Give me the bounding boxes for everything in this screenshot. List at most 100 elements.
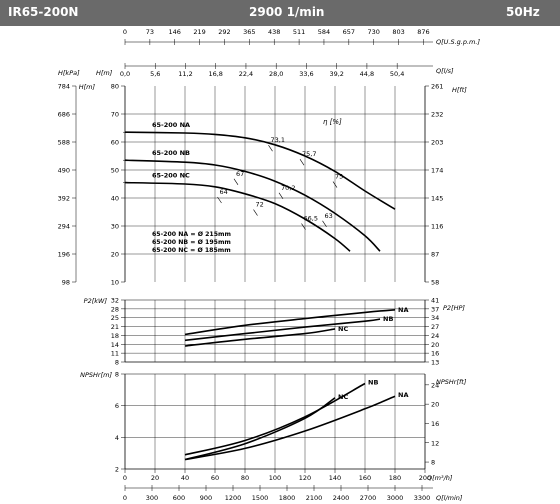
power-left-tick-label: 21 <box>111 323 119 331</box>
efficiency-label: 67 <box>236 170 244 178</box>
npsh-curve-label: NB <box>368 379 378 387</box>
head-left-tick-label: 70 <box>111 111 119 119</box>
power-left-tick-label: 25 <box>111 314 119 322</box>
usgpm-tick-label: 0 <box>123 28 127 36</box>
efficiency-mark <box>322 220 327 227</box>
head-left-tick-label: 50 <box>111 167 119 175</box>
head-right-tick-label: 58 <box>431 279 439 287</box>
power-curve-nb <box>184 318 381 342</box>
ls-tick-label: 50,4 <box>390 70 404 78</box>
head-left-axis-label-top: H[m] <box>96 69 113 77</box>
usgpm-tick-label: 584 <box>318 28 330 36</box>
efficiency-label: 75,7 <box>302 150 316 158</box>
power-left-tick-label: 14 <box>111 341 119 349</box>
efficiency-mark <box>253 209 258 216</box>
m3h-tick-label: 0 <box>123 474 127 482</box>
lmin-tick-label: 600 <box>173 494 185 502</box>
head-curve-label: 65-200 NA <box>152 121 190 129</box>
efficiency-label: 75 <box>335 173 343 181</box>
head-right-tick-label: 174 <box>431 167 443 175</box>
efficiency-label: 72 <box>256 201 264 209</box>
power-curve-label: NA <box>398 306 408 314</box>
head-right-tick-label: 116 <box>431 223 443 231</box>
impeller-diameter-label: 65-200 NA = Ø 215mm <box>152 230 231 238</box>
head-left-tick-label: 80 <box>111 83 119 91</box>
npsh-right-tick-label: 20 <box>431 401 439 409</box>
usgpm-tick-label: 292 <box>218 28 230 36</box>
power-right-tick-label: 34 <box>431 314 439 322</box>
head-right-tick-label: 261 <box>431 83 443 91</box>
npsh-right-axis-label: NPSHr[ft] <box>436 378 467 386</box>
lmin-axis-label: Q[l/min] <box>436 494 463 502</box>
model-title: IR65-200N <box>8 5 79 19</box>
lmin-tick-label: 1800 <box>279 494 296 502</box>
m3h-tick-label: 60 <box>211 474 219 482</box>
power-right-tick-label: 41 <box>431 297 439 305</box>
head-left-axis-2-label: H[kPa] <box>58 69 80 77</box>
ls-tick-label: 5,6 <box>150 70 160 78</box>
efficiency-mark <box>332 181 338 188</box>
ls-axis-label: Q[l/s] <box>436 67 454 75</box>
head-curve-label: 65-200 NB <box>152 149 190 157</box>
m3h-tick-label: 140 <box>329 474 341 482</box>
power-curve-na <box>184 309 396 336</box>
m3h-tick-label: 80 <box>241 474 249 482</box>
npsh-right-tick-label: 8 <box>431 459 435 467</box>
npsh-left-tick-label: 2 <box>115 466 119 474</box>
lmin-tick-label: 2100 <box>306 494 323 502</box>
ls-tick-label: 44,8 <box>360 70 374 78</box>
efficiency-label: 73,1 <box>271 136 285 144</box>
ls-tick-label: 0,0 <box>120 70 130 78</box>
npsh-left-tick-label: 4 <box>115 434 119 442</box>
npsh-right-tick-label: 24 <box>431 381 439 389</box>
ls-tick-label: 28,0 <box>269 70 283 78</box>
m3h-tick-label: 160 <box>359 474 371 482</box>
usgpm-tick-label: 146 <box>169 28 181 36</box>
head-right-tick-label: 203 <box>431 139 443 147</box>
ls-tick-label: 16,8 <box>208 70 222 78</box>
npsh-right-tick-label: 16 <box>431 420 439 428</box>
npsh-left-tick-label: 8 <box>115 371 119 379</box>
m3h-tick-label: 180 <box>389 474 401 482</box>
npsh-right-tick-label: 12 <box>431 439 439 447</box>
impeller-diameter-label: 65-200 NC = Ø 185mm <box>152 246 231 254</box>
m3h-tick-label: 120 <box>299 474 311 482</box>
m3h-tick-label: 200 <box>419 474 431 482</box>
lmin-tick-label: 1200 <box>225 494 242 502</box>
m3h-axis-label: Q[m³/h] <box>427 474 453 482</box>
usgpm-tick-label: 438 <box>268 28 280 36</box>
power-curve-label: NC <box>338 325 348 333</box>
npsh-curve-nb <box>184 382 366 456</box>
power-curve-label: NB <box>383 315 393 323</box>
power-right-tick-label: 13 <box>431 359 439 367</box>
lmin-tick-label: 0 <box>123 494 127 502</box>
power-curve-nc <box>184 328 336 347</box>
usgpm-tick-label: 876 <box>417 28 429 36</box>
efficiency-label: 70,2 <box>281 184 295 192</box>
head-curve-65-200-na <box>124 131 396 210</box>
head-curve-65-200-nb <box>124 159 381 252</box>
head-right-tick-label: 145 <box>431 195 443 203</box>
lmin-tick-label: 3300 <box>414 494 431 502</box>
head-left-tick-2-label: 784 <box>58 83 70 91</box>
power-left-tick-label: 32 <box>111 297 119 305</box>
power-left-tick-label: 28 <box>111 305 119 313</box>
efficiency-label: 63 <box>325 212 333 220</box>
ls-tick-label: 39,2 <box>329 70 343 78</box>
head-left-tick-label: 30 <box>111 223 119 231</box>
head-left-tick-2-label: 686 <box>58 111 70 119</box>
power-left-tick-label: 8 <box>115 359 119 367</box>
usgpm-tick-label: 365 <box>243 28 255 36</box>
efficiency-label: 64 <box>220 188 228 196</box>
npsh-curve-nc <box>184 397 336 461</box>
efficiency-mark <box>278 192 284 199</box>
efficiency-mark <box>299 159 305 166</box>
lmin-tick-label: 900 <box>200 494 212 502</box>
power-right-tick-label: 37 <box>431 305 439 313</box>
power-right-tick-label: 24 <box>431 332 439 340</box>
head-right-tick-label: 87 <box>431 251 439 259</box>
efficiency-mark <box>268 145 273 152</box>
head-left-tick-2-label: 392 <box>58 195 70 203</box>
usgpm-tick-label: 657 <box>343 28 355 36</box>
